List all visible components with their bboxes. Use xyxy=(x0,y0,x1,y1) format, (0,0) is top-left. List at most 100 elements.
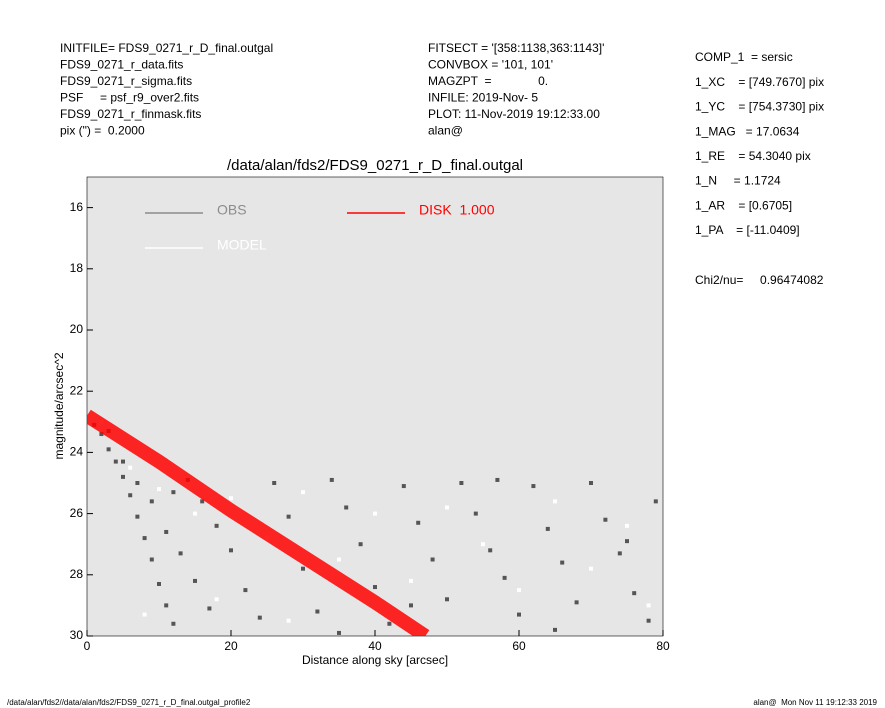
header-middle-line: MAGZPT = 0. xyxy=(428,74,548,88)
y-tick-label: 20 xyxy=(70,322,84,336)
data-point xyxy=(135,481,140,485)
data-point xyxy=(121,474,125,479)
data-point xyxy=(171,490,176,495)
data-point xyxy=(229,548,233,553)
data-point xyxy=(200,499,205,504)
data-point xyxy=(178,551,183,556)
x-tick-label: 60 xyxy=(512,639,526,653)
data-point xyxy=(445,505,449,510)
data-point xyxy=(416,520,421,525)
data-point xyxy=(257,615,262,620)
data-point xyxy=(243,588,248,593)
header-left-line: FDS9_0271_r_data.fits xyxy=(60,58,183,72)
data-point xyxy=(142,612,147,617)
fit-parameter: 1_N = 1.1724 xyxy=(695,174,781,188)
data-point xyxy=(409,578,413,583)
data-point xyxy=(646,618,651,623)
header-middle-line: INFILE: 2019-Nov- 5 xyxy=(428,91,538,105)
y-tick-label: 18 xyxy=(70,261,84,275)
data-point xyxy=(135,514,140,519)
data-point xyxy=(337,557,341,562)
header-left-line: PSF = psf_r9_over2.fits xyxy=(60,91,199,105)
data-point xyxy=(99,432,104,437)
data-point xyxy=(171,621,176,626)
data-point xyxy=(286,514,291,519)
y-tick-label: 22 xyxy=(70,383,84,397)
data-point xyxy=(373,511,377,516)
x-tick-label: 20 xyxy=(224,639,238,653)
footer-left: /data/alan/fds2//data/alan/fds2/FDS9_027… xyxy=(7,698,251,707)
data-point xyxy=(495,477,500,482)
header-left-line: FDS9_0271_r_finmask.fits xyxy=(60,107,201,121)
data-point xyxy=(445,597,449,602)
data-point xyxy=(589,566,593,571)
data-point xyxy=(113,459,118,464)
header-middle-line: FITSECT = '[358:1138,363:1143]' xyxy=(428,41,604,55)
data-point xyxy=(272,481,277,485)
data-point xyxy=(603,517,608,522)
plot-layer xyxy=(87,409,658,636)
x-tick-label: 80 xyxy=(656,639,670,653)
data-point xyxy=(157,581,161,586)
y-tick-label: 26 xyxy=(70,506,84,520)
data-point xyxy=(358,542,363,547)
data-point xyxy=(164,529,169,534)
header-middle-line: alan@ xyxy=(428,124,463,138)
legend-label: DISK 1.000 xyxy=(419,202,495,218)
x-tick-label: 40 xyxy=(368,639,382,653)
data-point xyxy=(531,484,536,489)
data-point xyxy=(625,539,629,544)
data-point xyxy=(106,447,111,452)
data-point xyxy=(157,487,161,492)
x-axis-label: Distance along sky [arcsec] xyxy=(302,653,448,667)
data-point xyxy=(301,566,305,571)
data-point xyxy=(517,588,521,593)
data-point xyxy=(459,481,464,485)
data-point xyxy=(409,603,413,608)
chart-title: /data/alan/fds2/FDS9_0271_r_D_final.outg… xyxy=(227,157,523,174)
data-point xyxy=(193,511,197,516)
data-point xyxy=(214,597,219,602)
data-point xyxy=(560,560,565,565)
data-point xyxy=(286,618,291,623)
data-point xyxy=(373,585,377,590)
x-tick-label: 0 xyxy=(84,639,91,653)
data-point xyxy=(142,536,147,541)
data-point xyxy=(121,459,125,464)
data-point xyxy=(315,609,320,614)
legend-label: OBS xyxy=(217,202,247,218)
header-left-line: pix (") = 0.2000 xyxy=(60,124,145,138)
fit-parameter: 1_YC = [754.3730] pix xyxy=(695,100,824,114)
data-point xyxy=(632,591,637,596)
header-left-line: INITFILE= FDS9_0271_r_D_final.outgal xyxy=(60,41,273,55)
data-point xyxy=(128,465,133,470)
data-point xyxy=(473,511,478,516)
data-point xyxy=(207,606,212,611)
data-point xyxy=(149,557,154,562)
fit-parameter: 1_AR = [0.6705] xyxy=(695,198,792,212)
legend-label: MODEL xyxy=(217,237,267,253)
data-point xyxy=(329,477,334,482)
data-point xyxy=(193,578,197,583)
data-point xyxy=(481,542,485,547)
data-point xyxy=(653,499,658,504)
data-point xyxy=(553,499,557,504)
data-point xyxy=(229,496,233,501)
data-point xyxy=(149,499,154,504)
data-point xyxy=(488,548,493,553)
data-point xyxy=(589,481,593,485)
data-point xyxy=(625,523,629,528)
data-point xyxy=(617,551,622,556)
data-point xyxy=(574,600,579,605)
data-point xyxy=(214,523,219,528)
data-point xyxy=(502,575,507,580)
y-axis-label: magnitude/arcsec^2 xyxy=(52,352,66,459)
data-point xyxy=(301,490,305,495)
data-point xyxy=(430,557,435,562)
y-tick-label: 30 xyxy=(70,628,84,642)
data-point xyxy=(387,621,392,626)
y-tick-label: 24 xyxy=(70,445,84,459)
footer-right: alan@ Mon Nov 11 19:12:33 2019 xyxy=(753,698,877,707)
